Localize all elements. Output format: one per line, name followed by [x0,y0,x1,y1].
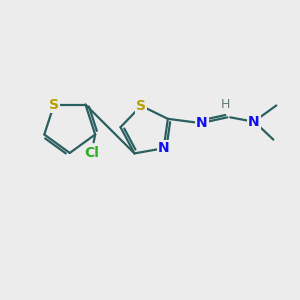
Text: N: N [158,141,170,155]
Text: N: N [248,115,260,129]
Text: S: S [136,99,146,113]
Text: S: S [49,98,59,112]
Text: Cl: Cl [84,146,99,160]
Text: H: H [220,98,230,111]
Text: N: N [196,116,208,130]
